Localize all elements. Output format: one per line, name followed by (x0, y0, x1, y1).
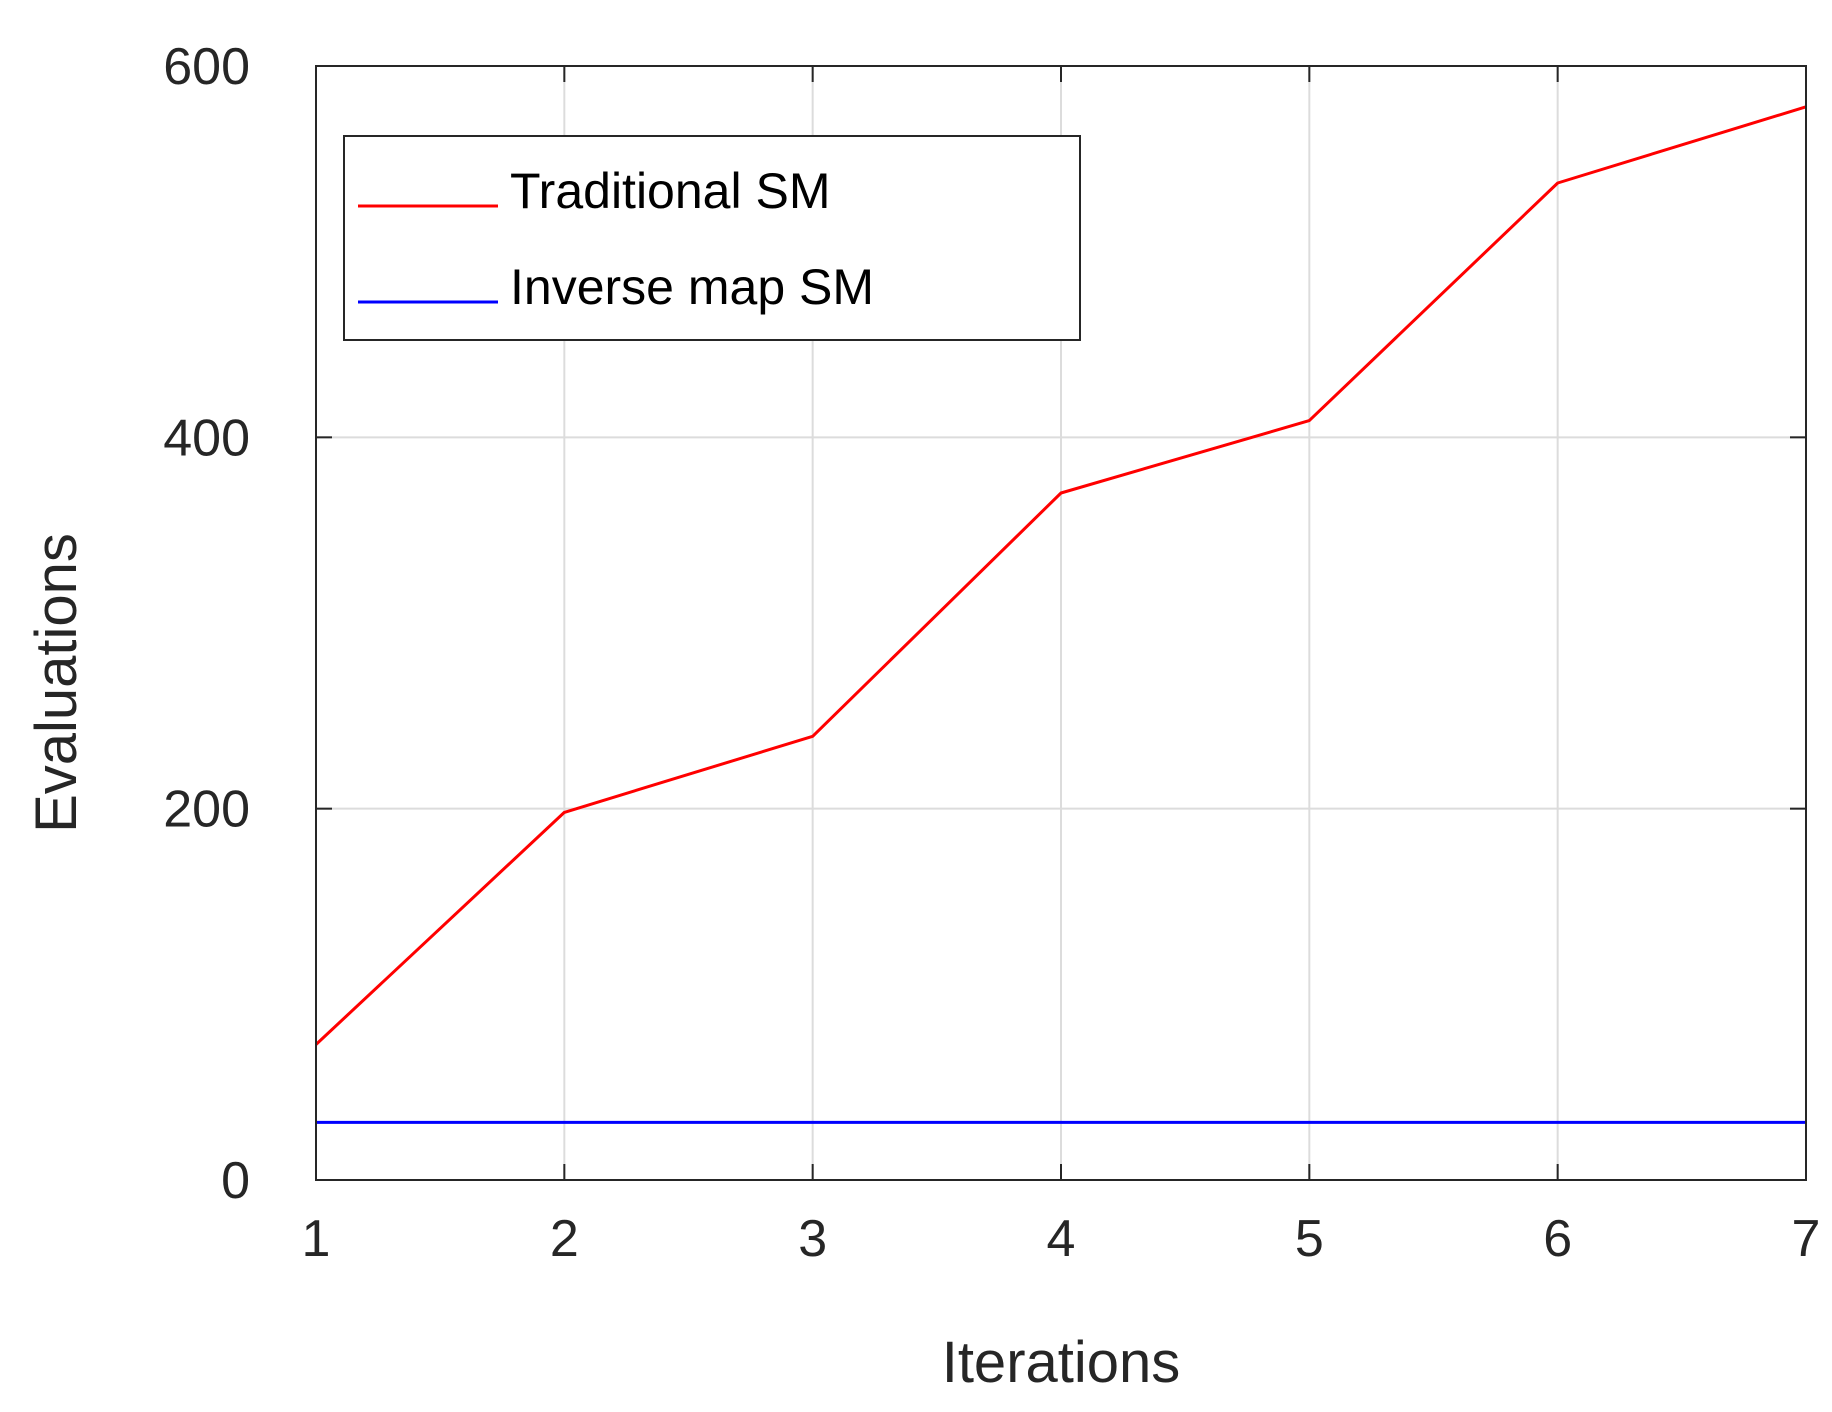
legend-box (343, 135, 1081, 341)
x-tick-label: 7 (1792, 1210, 1821, 1268)
series-line-traditional-sm (314, 105, 1807, 1046)
x-tick-label: 4 (1047, 1210, 1076, 1268)
x-tick-label: 2 (550, 1210, 579, 1268)
x-tick-label: 5 (1295, 1210, 1324, 1268)
series-group (314, 105, 1807, 1124)
y-tick-label: 0 (221, 1152, 250, 1210)
y-axis-label: Evaluations (24, 533, 89, 833)
legend-items: Traditional SM Inverse map SM (358, 163, 874, 315)
y-tick-label: 600 (163, 38, 250, 96)
x-tick-labels: 1 2 3 4 5 6 7 (302, 1210, 1821, 1268)
x-tick-label: 3 (798, 1210, 827, 1268)
y-tick-label: 400 (163, 409, 250, 467)
x-axis-label: Iterations (942, 1330, 1181, 1395)
tick-marks (315, 65, 1807, 1181)
y-tick-label: 200 (163, 781, 250, 839)
legend-label: Inverse map SM (510, 259, 874, 315)
x-tick-label: 1 (302, 1210, 331, 1268)
y-tick-labels: 0 200 400 600 (163, 38, 250, 1210)
legend: Traditional SM Inverse map SM (343, 135, 1081, 341)
legend-label: Traditional SM (510, 163, 830, 219)
x-tick-label: 6 (1543, 1210, 1572, 1268)
